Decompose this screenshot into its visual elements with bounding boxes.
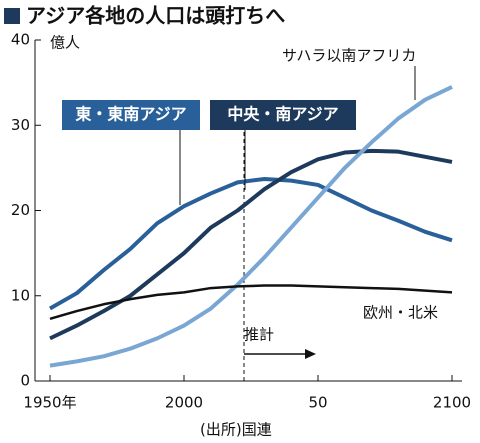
label-box bbox=[62, 100, 200, 130]
x-tick-label: 2100 bbox=[433, 394, 471, 412]
y-tick-label: 0 bbox=[20, 372, 30, 390]
y-axis-label: 億人 bbox=[50, 34, 80, 52]
series-line bbox=[49, 148, 453, 341]
y-tick-label: 40 bbox=[11, 31, 30, 49]
x-tick-label: 50 bbox=[308, 394, 327, 412]
source: (出所)国連 bbox=[200, 421, 272, 439]
x-tick-label: 2000 bbox=[165, 394, 203, 412]
y-tick-label: 30 bbox=[11, 116, 30, 134]
title-icon bbox=[4, 8, 20, 24]
series-line bbox=[49, 176, 453, 311]
series-label: 欧州・北米 bbox=[363, 304, 438, 322]
series-label: サハラ以南アフリカ bbox=[282, 47, 416, 65]
series-line bbox=[49, 85, 453, 368]
series-label: 東・東南アジア bbox=[75, 105, 186, 124]
label-box bbox=[210, 100, 356, 130]
annotation: 推計 bbox=[244, 326, 274, 344]
series-label: 中央・南アジア bbox=[227, 105, 338, 124]
chart-title: アジア各地の人口は頭打ちへ bbox=[26, 4, 285, 28]
arrow-head bbox=[305, 349, 316, 359]
series-line bbox=[49, 284, 453, 320]
x-tick-label: 1950年 bbox=[23, 394, 76, 412]
y-tick-label: 10 bbox=[11, 286, 30, 304]
y-tick-label: 20 bbox=[11, 201, 30, 219]
